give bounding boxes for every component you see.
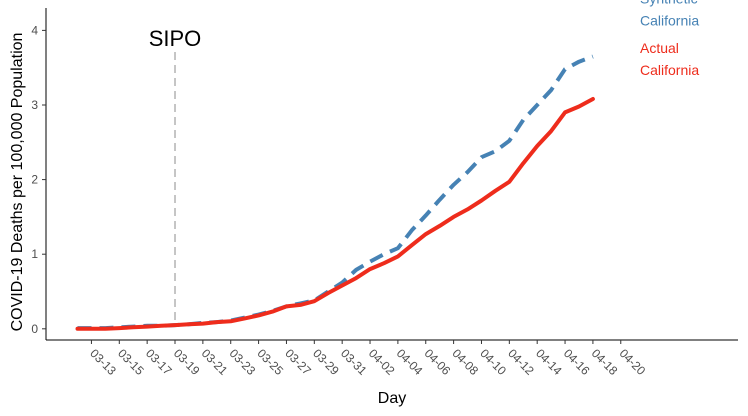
x-ticks: 03-1303-1503-1703-1903-2103-2303-2503-27… bbox=[87, 340, 648, 378]
synthetic-california-label: Synthetic bbox=[640, 0, 698, 6]
x-tick-label: 03-13 bbox=[87, 346, 119, 378]
annotations: SIPO bbox=[149, 26, 202, 326]
x-tick-label: 03-17 bbox=[143, 346, 175, 378]
x-tick-label: 04-06 bbox=[422, 346, 454, 378]
actual-california-label: Actual bbox=[640, 40, 679, 56]
x-tick-label: 04-10 bbox=[477, 346, 509, 378]
x-tick-label: 04-08 bbox=[449, 346, 481, 378]
x-tick-label: 03-31 bbox=[338, 346, 370, 378]
x-tick-label: 04-20 bbox=[617, 346, 649, 378]
x-tick-label: 04-14 bbox=[533, 346, 565, 378]
x-tick-label: 03-27 bbox=[282, 346, 314, 378]
y-tick-label: 2 bbox=[31, 173, 38, 187]
y-ticks: 0 1 2 3 4 bbox=[31, 23, 46, 336]
sipo-label: SIPO bbox=[149, 26, 202, 51]
x-tick-label: 04-16 bbox=[561, 346, 593, 378]
y-tick-label: 3 bbox=[31, 98, 38, 112]
x-tick-label: 03-19 bbox=[171, 346, 203, 378]
y-tick-label: 1 bbox=[31, 247, 38, 261]
x-tick-label: 03-29 bbox=[310, 346, 342, 378]
x-tick-label: 04-04 bbox=[394, 346, 426, 378]
series-lines bbox=[75, 54, 595, 331]
x-tick-label: 03-23 bbox=[227, 346, 259, 378]
actual-california-line bbox=[75, 97, 595, 331]
x-tick-label: 03-15 bbox=[115, 346, 147, 378]
actual-california-label: California bbox=[640, 62, 699, 78]
y-tick-label: 4 bbox=[31, 23, 38, 37]
x-tick-label: 03-25 bbox=[254, 346, 286, 378]
line-end-labels: Synthetic California Actual California bbox=[640, 0, 699, 78]
x-tick-label: 03-21 bbox=[199, 346, 231, 378]
x-tick-label: 04-18 bbox=[589, 346, 621, 378]
x-tick-label: 04-02 bbox=[366, 346, 398, 378]
axes bbox=[45, 8, 738, 341]
x-axis-title: Day bbox=[378, 390, 406, 407]
x-tick-label: 04-12 bbox=[505, 346, 537, 378]
synthetic-california-label: California bbox=[640, 12, 699, 28]
y-tick-label: 0 bbox=[31, 322, 38, 336]
y-axis-title: COVID-19 Deaths per 100,000 Population bbox=[9, 33, 26, 332]
